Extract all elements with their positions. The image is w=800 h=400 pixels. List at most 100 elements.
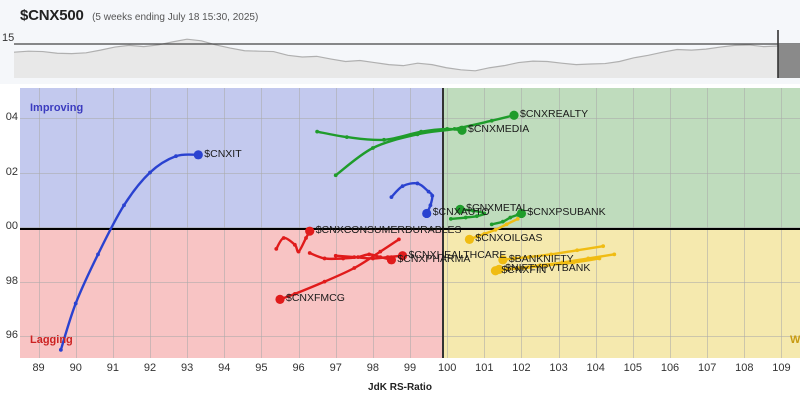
series-tail-marker bbox=[512, 256, 516, 261]
grid-line-vertical bbox=[38, 88, 40, 358]
x-axis-tick-label: 90 bbox=[69, 362, 82, 374]
series-tail-marker bbox=[352, 266, 357, 270]
series-tail-marker bbox=[597, 256, 602, 261]
series-label: $NIFTYPVTBANK bbox=[505, 262, 591, 275]
series-tail-marker bbox=[545, 263, 550, 268]
series-tail-marker bbox=[73, 301, 78, 306]
series-tail-marker bbox=[500, 219, 505, 224]
series-label: $CNXMEDIA bbox=[468, 123, 530, 136]
quadrant-leading bbox=[442, 88, 800, 228]
grid-line-vertical bbox=[595, 88, 597, 358]
y-axis-tick-label: 98 bbox=[5, 274, 18, 287]
mini-chart-ytick: 15 bbox=[2, 32, 15, 44]
series-head-marker bbox=[516, 208, 527, 219]
series-tail-marker bbox=[174, 154, 178, 159]
series-cnxconsumerdurables[interactable] bbox=[274, 226, 315, 254]
series-banknifty[interactable] bbox=[498, 244, 606, 265]
series-tail-marker bbox=[352, 255, 357, 259]
x-axis-tick-label: 101 bbox=[475, 362, 494, 374]
quadrant-improving bbox=[20, 88, 442, 228]
series-tail-marker bbox=[575, 248, 580, 253]
mini-price-chart[interactable] bbox=[14, 30, 800, 78]
series-tail-marker bbox=[333, 173, 338, 178]
series-cnxmedia[interactable] bbox=[315, 125, 467, 142]
series-tail-marker bbox=[508, 215, 513, 220]
series-head-marker bbox=[464, 234, 475, 244]
series-cnxpsubank[interactable] bbox=[489, 208, 527, 227]
y-axis-tick-label: 04 bbox=[5, 111, 18, 123]
series-tail-line bbox=[334, 114, 516, 177]
date-range-label: (5 weeks ending July 18 15:30, 2025) bbox=[92, 12, 259, 23]
rrg-plot-area[interactable]: $CNXIT $CNXAUTO $CNXREALTY $CNXMEDIA $CNXMET… bbox=[20, 88, 800, 358]
series-tail-marker bbox=[322, 256, 327, 261]
series-tail-marker bbox=[474, 234, 479, 239]
x-axis-tick-label: 91 bbox=[106, 362, 119, 374]
series-tail-marker bbox=[389, 195, 394, 199]
x-axis-tick-label: 107 bbox=[697, 362, 717, 374]
series-tail-marker bbox=[428, 203, 433, 208]
x-axis-tick-label: 89 bbox=[32, 362, 45, 374]
x-axis-tick-label: 106 bbox=[660, 362, 680, 374]
grid-line-vertical bbox=[298, 88, 300, 358]
series-head-marker bbox=[509, 110, 519, 120]
series-cnxrealty[interactable] bbox=[333, 110, 519, 178]
series-tail-marker bbox=[58, 347, 63, 352]
x-axis-tick-label: 99 bbox=[403, 362, 417, 374]
x-axis-tick-label: 104 bbox=[586, 362, 605, 374]
series-tail-marker bbox=[415, 181, 420, 186]
grid-line-vertical bbox=[372, 88, 374, 358]
series-cnxit[interactable] bbox=[58, 150, 203, 352]
series-cnxauto[interactable] bbox=[389, 181, 435, 219]
quadrant-label-weakening: W bbox=[790, 334, 800, 346]
series-tail-marker bbox=[571, 260, 576, 265]
series-tail-marker bbox=[430, 193, 435, 198]
x-axis-tick-label: 105 bbox=[623, 362, 643, 374]
series-tail-marker bbox=[504, 267, 509, 272]
grid-line-vertical bbox=[484, 88, 486, 358]
series-tail-marker bbox=[526, 255, 531, 259]
y-axis-tick-label: 00 bbox=[5, 220, 18, 233]
series-tail-marker bbox=[504, 222, 509, 227]
series-tail-marker bbox=[426, 189, 431, 194]
grid-line-vertical bbox=[410, 88, 411, 358]
series-tail-marker bbox=[367, 252, 372, 257]
series-cnxhealthcare[interactable] bbox=[333, 251, 408, 261]
series-cnxoilgas[interactable] bbox=[464, 217, 520, 244]
chart-header: $CNX500 (5 weeks ending July 18 15:30, 2… bbox=[0, 0, 800, 84]
grid-line-vertical bbox=[75, 88, 77, 358]
x-axis-tick-label: 93 bbox=[181, 362, 194, 374]
series-tail-line bbox=[275, 229, 311, 253]
series-tail-marker bbox=[471, 208, 476, 213]
series-head-marker bbox=[305, 226, 315, 236]
quadrant-label-improving: Improving bbox=[30, 102, 84, 114]
grid-line-vertical bbox=[224, 88, 226, 358]
y-axis-tick-label: 02 bbox=[5, 165, 18, 178]
series-tail-marker bbox=[493, 227, 498, 232]
series-tail-marker bbox=[601, 244, 606, 249]
x-axis-tick-label: 96 bbox=[292, 362, 305, 374]
series-label: $CNXPHARMA bbox=[397, 252, 471, 265]
series-cnxfin[interactable] bbox=[490, 256, 602, 276]
grid-line-vertical bbox=[447, 88, 449, 358]
series-head-marker bbox=[275, 294, 285, 304]
grid-line-vertical bbox=[670, 88, 671, 358]
series-cnxmetal[interactable] bbox=[448, 204, 487, 221]
series-label: $CNXAUTO bbox=[432, 206, 490, 219]
series-tail-marker bbox=[448, 217, 453, 221]
series-head-marker bbox=[455, 204, 465, 214]
series-label: $CNXFMCG bbox=[286, 292, 345, 305]
grid-line-vertical bbox=[632, 88, 634, 358]
series-label: $CNXCONSUMERDURABLES bbox=[315, 224, 462, 237]
x-axis-tick-label: 98 bbox=[366, 362, 379, 374]
series-tail-marker bbox=[96, 252, 100, 257]
series-tail-marker bbox=[304, 236, 308, 240]
x-axis-tick-label: 97 bbox=[329, 362, 342, 374]
series-label: $CNXPSUBANK bbox=[527, 206, 606, 219]
series-tail-marker bbox=[274, 247, 279, 251]
x-axis-title: JdK RS-Ratio bbox=[368, 382, 432, 393]
series-tail-marker bbox=[148, 170, 152, 175]
series-cnxfmcg[interactable] bbox=[275, 237, 401, 304]
symbol-label: $CNX500 bbox=[20, 7, 84, 24]
series-tail-marker bbox=[482, 211, 487, 216]
